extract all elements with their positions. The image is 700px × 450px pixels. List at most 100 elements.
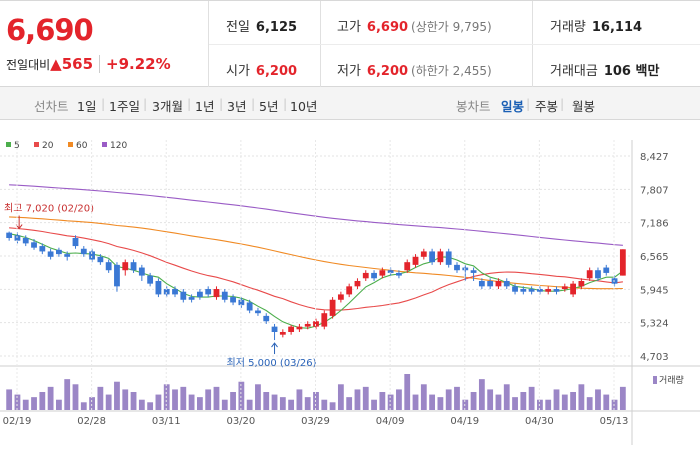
tab-monthly[interactable]: 월봉 [572, 99, 596, 114]
tab-3year[interactable]: 3년 [227, 99, 247, 114]
amount-value: 106 백만 [603, 64, 660, 79]
volume-bar [138, 399, 145, 410]
candle-body [313, 321, 319, 327]
min-annotation: 최저 5,000 (03/26) [227, 357, 317, 369]
candle-body [611, 278, 618, 284]
legend-swatch-20 [34, 142, 39, 147]
candle-body [495, 280, 502, 287]
volume-bar [462, 399, 469, 410]
candle-body [520, 289, 527, 292]
candlestick-chart: 52060120 8,4277,8077,1866,5655,9455,3244… [0, 140, 700, 445]
upper-limit: (상한가 9,795) [411, 20, 492, 34]
candle-body [545, 289, 552, 292]
volume-legend-label: 거래량 [659, 374, 684, 386]
ma60-line [9, 216, 623, 290]
tab-10year[interactable]: 10년 [290, 99, 318, 114]
volume-bar [80, 402, 87, 410]
volume-bar [205, 389, 212, 410]
volume-bar [437, 397, 444, 410]
candle-body [130, 262, 137, 271]
volume-bar [495, 394, 502, 410]
ma5-line [8, 233, 624, 329]
lower-limit: (하한가 2,455) [411, 64, 492, 78]
volume-bar [487, 389, 494, 410]
y-tick-label: 7,186 [640, 219, 669, 230]
low-price: 저가 6,200 (하한가 2,455) [337, 60, 492, 79]
volume-bar [56, 399, 62, 410]
candle-body [454, 264, 460, 271]
volume-bar [31, 397, 37, 410]
y-tick-label: 5,324 [640, 319, 669, 330]
volume-bar [329, 402, 336, 410]
volume-bar [89, 397, 95, 410]
volume-bar [246, 399, 253, 410]
candle-body [188, 297, 195, 300]
volume-bar [561, 394, 568, 410]
volume-bar [14, 394, 21, 410]
candle-body [412, 256, 419, 265]
candle-chart-label: 봉차트 [456, 99, 491, 114]
tab-1day[interactable]: 1일 [77, 99, 97, 114]
candle-body [362, 272, 369, 279]
volume-bar [595, 389, 601, 410]
high-price: 고가 6,690 (상한가 9,795) [337, 16, 492, 35]
candle-body [329, 299, 336, 316]
volume-bar [213, 386, 220, 410]
x-tick-label: 04/09 [376, 416, 405, 427]
candle-body [528, 289, 535, 292]
candle-body [246, 302, 253, 311]
volume-bar [180, 386, 187, 410]
tab-1week[interactable]: 1주일 [109, 99, 140, 114]
candle-body [180, 291, 187, 300]
candle-body [238, 299, 245, 306]
volume-bar [22, 399, 29, 410]
high-value: 6,690 [366, 20, 409, 35]
candle-body [213, 289, 220, 298]
candle-body [205, 289, 212, 295]
candle-body [39, 246, 46, 252]
tab-separator: | [143, 96, 148, 111]
tab-separator: | [101, 96, 106, 111]
candle-body [512, 286, 518, 292]
open-label: 시가 [226, 64, 250, 79]
open-value: 6,200 [255, 64, 298, 79]
candle-body [47, 251, 54, 257]
x-tick-label: 02/19 [3, 416, 32, 427]
tab-weekly[interactable]: 주봉 [535, 99, 559, 114]
volume-value: 16,114 [591, 20, 643, 35]
candle-body [321, 313, 328, 327]
candle-body [263, 315, 270, 322]
volume-bar [337, 384, 344, 410]
candle-body [14, 235, 21, 241]
legend-swatch-120 [102, 142, 107, 147]
volume-bar [255, 384, 261, 410]
volume-bar [221, 399, 228, 410]
volume-bar [105, 394, 112, 410]
volume-bar [512, 397, 518, 410]
candle-body [445, 251, 452, 265]
ma20-line [9, 227, 623, 311]
tab-1year[interactable]: 1년 [195, 99, 215, 114]
candle-body [619, 249, 626, 276]
legend-label-120: 120 [110, 141, 127, 151]
candle-body [346, 286, 353, 295]
candle-body [97, 256, 104, 263]
tab-3month[interactable]: 3개월 [152, 99, 183, 114]
legend-label-60: 60 [76, 141, 88, 151]
volume-bar [603, 394, 610, 410]
tab-5year[interactable]: 5년 [259, 99, 279, 114]
candle-body [404, 262, 411, 271]
prev-close-value: 6,125 [255, 20, 298, 35]
tab-daily[interactable]: 일봉 [501, 99, 525, 114]
candle-body [553, 289, 560, 292]
volume-bar [147, 402, 154, 410]
tab-separator: | [187, 96, 192, 111]
candle-body [271, 326, 278, 332]
volume-bars: 거래량 [6, 374, 684, 410]
current-price: 6,690 [6, 13, 94, 47]
candle-body [304, 323, 311, 327]
volume-bar [6, 389, 13, 410]
volume-bar [72, 384, 79, 410]
volume-bar [263, 392, 270, 410]
volume-bar [354, 389, 361, 410]
